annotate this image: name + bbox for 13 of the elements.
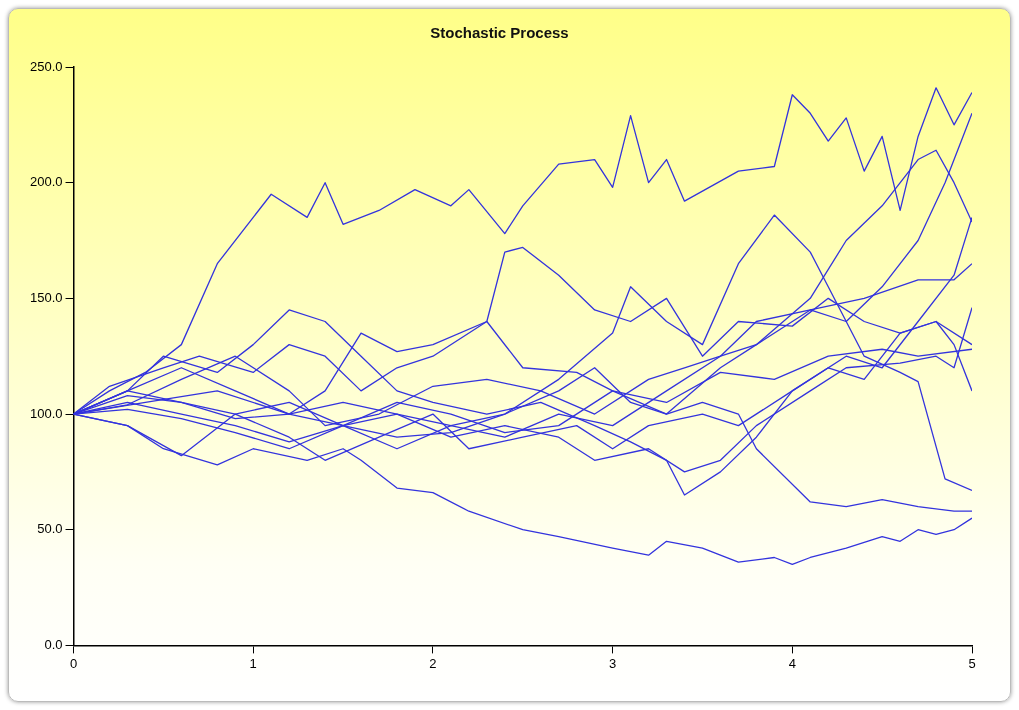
x-tick-label: 3	[609, 655, 617, 671]
x-tick-label: 2	[429, 655, 437, 671]
y-tick-label: 0.0	[44, 636, 63, 652]
y-tick-label: 200.0	[29, 174, 63, 190]
y-tick-label: 50.0	[37, 521, 63, 537]
x-tick-label: 5	[968, 655, 976, 671]
chart-title: Stochastic Process	[430, 24, 569, 42]
x-tick-label: 0	[69, 655, 78, 671]
y-tick-label: 100.0	[29, 405, 63, 421]
y-tick-label: 250.0	[29, 58, 63, 74]
x-tick-label: 1	[249, 655, 257, 671]
y-tick-label: 150.0	[29, 289, 63, 305]
x-tick-label: 4	[788, 655, 796, 671]
